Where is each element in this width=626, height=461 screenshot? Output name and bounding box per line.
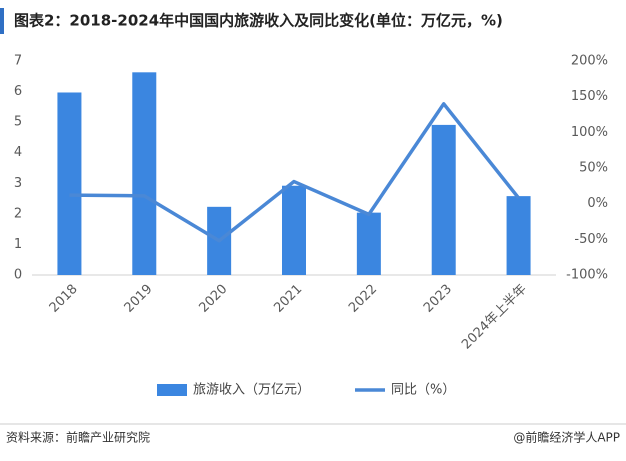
y-tick-label: 2 bbox=[14, 206, 22, 221]
y-tick-label: 4 bbox=[14, 145, 22, 160]
title-accent bbox=[0, 8, 4, 34]
x-tick-label: 2023 bbox=[421, 282, 455, 316]
bar bbox=[506, 196, 531, 275]
x-tick-label: 2019 bbox=[122, 282, 156, 316]
y2-tick-label: 150% bbox=[571, 89, 608, 104]
y2-tick-label: 50% bbox=[579, 161, 608, 176]
legend-label: 旅游收入（万亿元） bbox=[193, 383, 310, 398]
x-tick-label: 2020 bbox=[196, 282, 230, 316]
x-tick-label: 2024年上半年 bbox=[459, 282, 530, 353]
y2-tick-label: 200% bbox=[571, 54, 608, 69]
y-tick-label: 7 bbox=[14, 54, 22, 69]
y-tick-label: 5 bbox=[14, 115, 22, 130]
y-tick-label: 1 bbox=[14, 237, 22, 252]
bar bbox=[431, 124, 456, 275]
x-tick-label: 2018 bbox=[47, 282, 81, 316]
y-tick-label: 0 bbox=[14, 268, 22, 283]
line bbox=[69, 102, 520, 243]
x-tick-label: 2021 bbox=[271, 282, 305, 316]
source: 资料来源：前瞻产业研究院 bbox=[6, 430, 150, 445]
bar bbox=[356, 212, 381, 275]
bar bbox=[57, 92, 82, 275]
bar bbox=[132, 72, 157, 275]
legend-swatch bbox=[157, 384, 187, 396]
chart-title: 图表2：2018-2024年中国国内旅游收入及同比变化(单位：万亿元，%) bbox=[14, 12, 503, 30]
y-tick-label: 6 bbox=[14, 84, 22, 99]
y2-tick-label: 100% bbox=[571, 125, 608, 140]
bar bbox=[282, 185, 306, 275]
y-tick-label: 3 bbox=[14, 176, 22, 191]
credit: @前瞻经济学人APP bbox=[513, 430, 620, 445]
x-tick-label: 2022 bbox=[346, 282, 380, 316]
y2-tick-label: -50% bbox=[574, 232, 608, 247]
y2-tick-label: -100% bbox=[566, 268, 608, 283]
legend-label: 同比（%） bbox=[391, 383, 455, 398]
y2-tick-label: 0% bbox=[587, 196, 608, 211]
